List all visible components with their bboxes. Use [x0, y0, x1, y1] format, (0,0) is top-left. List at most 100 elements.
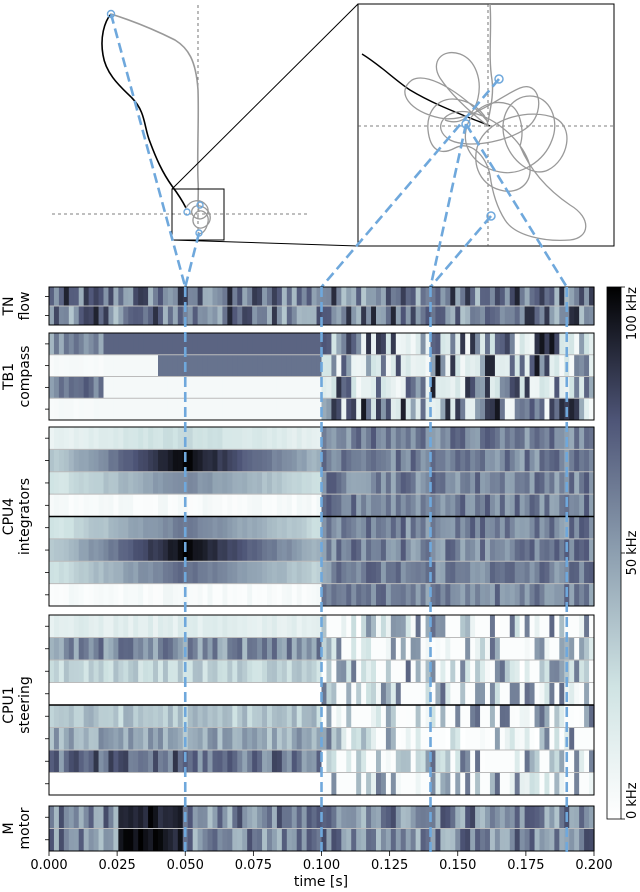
- heatmap-cell: [470, 727, 476, 750]
- heatmap-cell: [237, 306, 243, 325]
- heatmap-cell: [291, 705, 298, 728]
- heatmap-cell: [271, 333, 278, 355]
- heatmap-cell: [113, 660, 119, 683]
- heatmap-cell: [227, 354, 233, 377]
- heatmap-cell: [569, 806, 575, 829]
- heatmap-cell: [257, 615, 263, 638]
- heatmap-cell: [326, 398, 332, 420]
- heatmap-cell: [167, 398, 174, 420]
- heatmap-cell: [237, 494, 243, 517]
- heatmap-cell: [579, 705, 585, 728]
- heatmap-cell: [123, 398, 129, 420]
- heatmap-cell: [579, 494, 585, 517]
- heatmap-cell: [336, 306, 342, 325]
- heatmap-cell: [68, 583, 75, 607]
- heatmap-cell: [475, 287, 481, 306]
- heatmap-cell: [445, 471, 451, 495]
- heatmap-cell: [504, 516, 511, 539]
- heatmap-cell: [291, 354, 298, 377]
- heatmap-cell: [534, 615, 541, 638]
- heatmap-cell: [390, 806, 397, 829]
- heatmap-cell: [460, 427, 466, 450]
- heatmap-cell: [197, 583, 204, 607]
- heatmap-cell: [103, 449, 110, 472]
- heatmap-cell: [172, 516, 179, 539]
- panel-steering-row: [49, 615, 595, 638]
- heatmap-cell: [509, 772, 516, 795]
- heatmap-cell: [539, 333, 546, 355]
- heatmap-cell: [118, 705, 124, 728]
- heatmap-cell: [118, 306, 124, 325]
- heatmap-cell: [217, 538, 223, 562]
- heatmap-cell: [465, 772, 471, 795]
- heatmap-cell: [480, 682, 486, 705]
- heatmap-cell: [143, 471, 149, 495]
- heatmap-cell: [574, 750, 580, 773]
- heatmap-cell: [108, 772, 114, 795]
- heatmap-cell: [217, 376, 223, 399]
- heatmap-cell: [529, 471, 536, 495]
- heatmap-cell: [366, 583, 372, 607]
- heatmap-cell: [405, 427, 412, 450]
- heatmap-cell: [58, 806, 65, 829]
- heatmap-cell: [227, 637, 233, 660]
- heatmap-cell: [371, 682, 377, 705]
- heatmap-cell: [410, 471, 417, 495]
- heatmap-cell: [485, 538, 491, 562]
- panel-steering-row: [49, 637, 595, 660]
- heatmap-cell: [286, 615, 293, 638]
- heatmap-cell: [83, 682, 90, 705]
- heatmap-cell: [400, 471, 407, 495]
- heatmap-cell: [232, 727, 238, 750]
- heatmap-cell: [58, 682, 65, 705]
- heatmap-cell: [336, 354, 342, 377]
- heatmap-cell: [291, 427, 298, 450]
- heatmap-cell: [544, 306, 550, 325]
- heatmap-cell: [326, 772, 332, 795]
- heatmap-cell: [529, 750, 536, 773]
- heatmap-cell: [281, 494, 288, 517]
- heatmap-cell: [276, 376, 283, 399]
- heatmap-cell: [326, 750, 332, 773]
- heatmap-cell: [153, 494, 159, 517]
- heatmap-cell: [53, 427, 60, 450]
- heatmap-cell: [549, 637, 555, 660]
- heatmap-cell: [509, 682, 516, 705]
- heatmap-cell: [276, 494, 283, 517]
- heatmap-cell: [257, 561, 263, 584]
- heatmap-cell: [133, 637, 139, 660]
- heatmap-cell: [385, 494, 392, 517]
- heatmap-cell: [435, 750, 441, 773]
- heatmap-cell: [529, 705, 536, 728]
- heatmap-cell: [227, 750, 233, 773]
- heatmap-cell: [262, 306, 268, 325]
- heatmap-cell: [380, 376, 387, 399]
- heatmap-cell: [167, 583, 174, 607]
- heatmap-cell: [271, 750, 278, 773]
- heatmap-cell: [529, 682, 536, 705]
- heatmap-cell: [425, 682, 432, 705]
- heatmap-cell: [395, 449, 402, 472]
- heatmap-cell: [494, 494, 501, 517]
- heatmap-cell: [207, 682, 214, 705]
- heatmap-cell: [247, 682, 253, 705]
- heatmap-cell: [524, 806, 531, 829]
- heatmap-cell: [480, 354, 486, 377]
- heatmap-cell: [93, 306, 100, 325]
- heatmap-cell: [559, 306, 565, 325]
- heatmap-cell: [509, 449, 516, 472]
- colorbar-gradient: [606, 286, 622, 820]
- heatmap-cell: [336, 471, 342, 495]
- heatmap-cell: [172, 376, 179, 399]
- heatmap-cell: [465, 471, 471, 495]
- heatmap-cell: [257, 705, 263, 728]
- heatmap-cell: [242, 806, 248, 829]
- heatmap-cell: [574, 306, 580, 325]
- heatmap-cell: [262, 494, 268, 517]
- heatmap-cell: [271, 806, 278, 829]
- heatmap-cell: [267, 705, 273, 728]
- panel-steering-row: [49, 772, 595, 795]
- heatmap-cell: [569, 682, 575, 705]
- heatmap-cell: [455, 660, 461, 683]
